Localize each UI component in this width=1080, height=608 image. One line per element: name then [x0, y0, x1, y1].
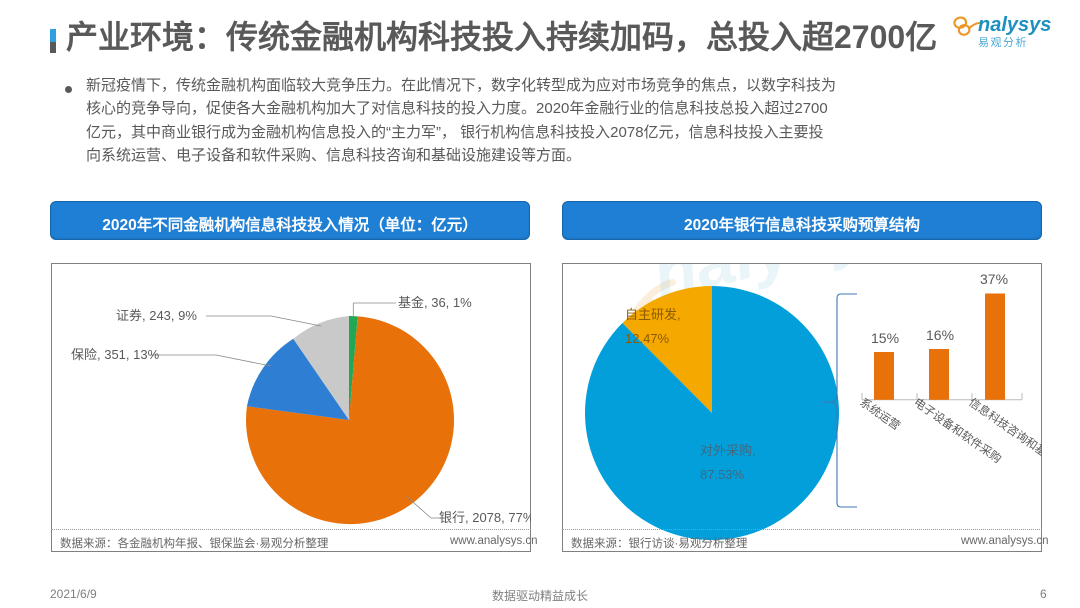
svg-text:系统运营: 系统运营 — [857, 395, 903, 433]
svg-text:电子设备和软件采购: 电子设备和软件采购 — [911, 395, 1004, 466]
svg-text:37%: 37% — [980, 271, 1008, 287]
svg-text:保险, 351, 13%: 保险, 351, 13% — [71, 347, 160, 362]
svg-text:16%: 16% — [926, 327, 954, 343]
svg-text:证券, 243, 9%: 证券, 243, 9% — [116, 308, 197, 323]
svg-text:银行, 2078, 77%: 银行, 2078, 77% — [439, 510, 531, 525]
svg-text:15%: 15% — [871, 330, 899, 346]
svg-text:基金, 36, 1%: 基金, 36, 1% — [398, 295, 472, 310]
